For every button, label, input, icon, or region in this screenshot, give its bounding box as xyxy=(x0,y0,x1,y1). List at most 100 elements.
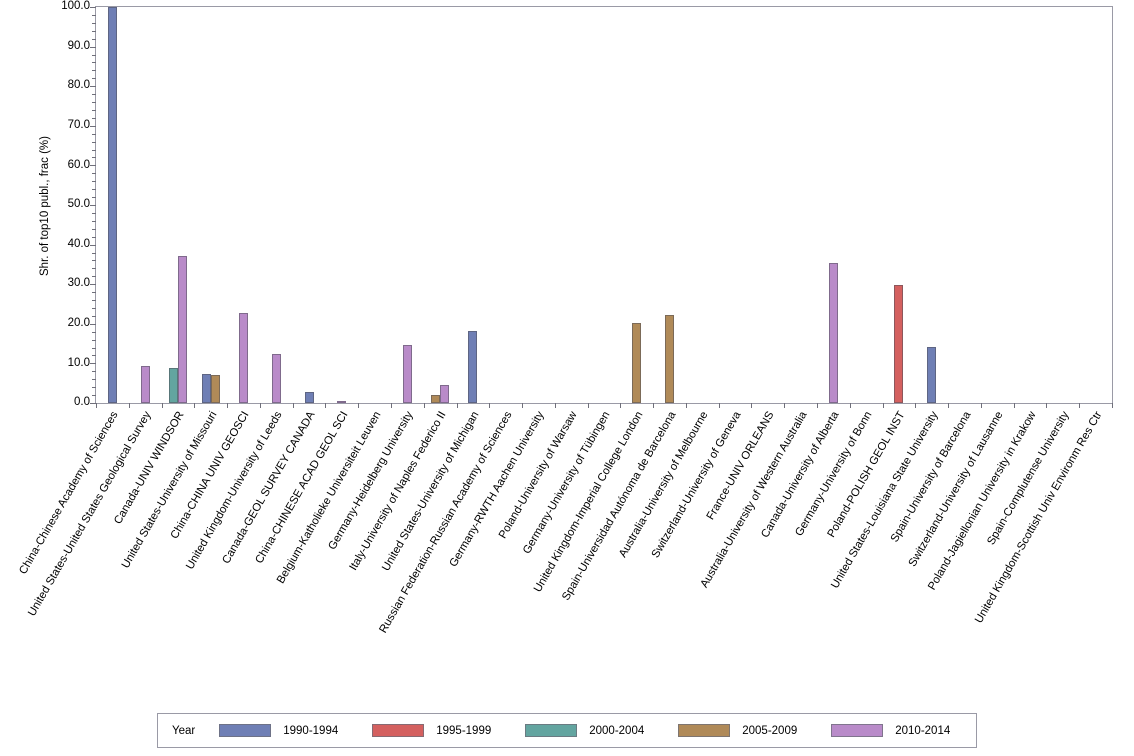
legend-item[interactable]: 2000-2004 xyxy=(525,724,644,737)
x-axis-tick xyxy=(293,403,294,408)
y-axis-minor-tick xyxy=(92,102,96,104)
bar xyxy=(238,312,248,403)
y-axis-minor-tick xyxy=(92,30,96,32)
legend-title: Year xyxy=(172,724,196,737)
x-axis-tick xyxy=(96,403,97,408)
y-axis-minor-tick xyxy=(92,300,96,302)
x-axis-tick xyxy=(260,403,261,408)
x-axis-tick-label: United Kingdom-Scottish Univ Environm Re… xyxy=(973,410,1105,626)
legend-swatch xyxy=(219,724,272,737)
x-axis-tick xyxy=(522,403,523,408)
bar xyxy=(337,401,347,403)
bar xyxy=(304,391,314,403)
y-axis-minor-tick xyxy=(92,260,96,262)
y-axis-minor-tick xyxy=(92,141,96,143)
bar xyxy=(894,285,904,403)
bar xyxy=(468,330,478,403)
y-axis-minor-tick xyxy=(92,14,96,16)
x-axis-tick xyxy=(424,403,425,408)
x-axis-tick xyxy=(227,403,228,408)
y-axis-tick-label: 70.0 xyxy=(67,119,90,132)
y-axis-tick-label: 60.0 xyxy=(67,158,90,171)
y-axis-tick-mark xyxy=(90,284,96,286)
legend-label: 1990-1994 xyxy=(283,724,339,737)
legend-swatch xyxy=(678,724,731,737)
chart-legend: Year 1990-1994 1995-1999 2000-2004 2005-200… xyxy=(157,713,977,748)
legend-swatch xyxy=(831,724,884,737)
y-axis-minor-tick xyxy=(92,339,96,341)
y-axis-minor-tick xyxy=(92,189,96,191)
y-axis-minor-tick xyxy=(92,268,96,270)
y-axis-tick-label: 50.0 xyxy=(67,198,90,211)
x-axis-tick xyxy=(653,403,654,408)
bar xyxy=(440,385,450,403)
y-axis-minor-tick xyxy=(92,70,96,72)
legend-items: 1990-1994 1995-1999 2000-2004 2005-2009 2010… xyxy=(219,724,984,737)
y-axis-minor-tick xyxy=(92,292,96,294)
bar xyxy=(665,314,675,403)
y-axis-minor-tick xyxy=(92,315,96,317)
x-axis-tick xyxy=(1014,403,1015,408)
y-axis-minor-tick xyxy=(92,22,96,24)
legend-item[interactable]: 2010-2014 xyxy=(831,724,950,737)
x-axis-tick xyxy=(129,403,130,408)
y-axis-tick-mark xyxy=(90,403,96,404)
legend-item[interactable]: 2005-2009 xyxy=(678,724,797,737)
legend-label: 2010-2014 xyxy=(895,724,951,737)
bar xyxy=(431,395,441,403)
y-axis-minor-tick xyxy=(92,355,96,357)
y-axis-tick-label: 100.0 xyxy=(61,0,90,13)
y-axis-tick-mark xyxy=(90,323,96,325)
y-axis-minor-tick xyxy=(92,347,96,349)
y-axis-tick-label: 80.0 xyxy=(67,79,90,92)
y-axis-tick-label: 10.0 xyxy=(67,356,90,369)
bar xyxy=(828,263,838,403)
y-axis-minor-tick xyxy=(92,109,96,111)
x-axis-tick xyxy=(1112,403,1113,408)
x-axis-tick xyxy=(751,403,752,408)
y-axis-tick-mark xyxy=(90,165,96,167)
y-axis-tick-mark xyxy=(90,205,96,206)
x-axis-tick xyxy=(489,403,490,408)
y-axis-tick-label: 20.0 xyxy=(67,317,90,330)
y-axis-tick-mark xyxy=(90,363,96,365)
x-axis-tick xyxy=(915,403,916,408)
x-axis-tick xyxy=(391,403,392,408)
y-axis-minor-tick xyxy=(92,133,96,135)
y-axis-minor-tick xyxy=(92,387,96,389)
y-axis-minor-tick xyxy=(92,236,96,238)
bar xyxy=(201,374,211,403)
y-axis-tick-mark xyxy=(90,244,96,246)
y-axis-tick-mark xyxy=(90,46,96,48)
x-axis-tick xyxy=(588,403,589,408)
bar xyxy=(168,367,178,403)
x-axis-tick xyxy=(817,403,818,408)
y-axis-minor-tick xyxy=(92,331,96,333)
y-axis-minor-tick xyxy=(92,228,96,230)
y-axis-minor-tick xyxy=(92,212,96,214)
y-axis-minor-tick xyxy=(92,395,96,397)
y-axis-tick-label: 0.0 xyxy=(74,396,90,409)
x-axis-tick xyxy=(981,403,982,408)
bar xyxy=(927,347,937,403)
y-axis-tick-label: 30.0 xyxy=(67,277,90,290)
y-axis-minor-tick xyxy=(92,149,96,151)
x-axis-tick xyxy=(358,403,359,408)
y-axis-minor-tick xyxy=(92,379,96,381)
x-axis-tick xyxy=(194,403,195,408)
bar xyxy=(107,7,117,403)
legend-item[interactable]: 1990-1994 xyxy=(219,724,338,737)
bar xyxy=(210,375,220,403)
plot-area: 0.0 10.0 20.0 30.0 40.0 50.0 60.0 70.0 80.0 90.0 1… xyxy=(61,1,1113,408)
y-axis-minor-tick xyxy=(92,252,96,254)
legend-item[interactable]: 1995-1999 xyxy=(372,724,491,737)
x-axis-tick xyxy=(325,403,326,408)
y-axis-tick-mark xyxy=(90,125,96,127)
x-axis-tick xyxy=(719,403,720,408)
y-axis-minor-tick xyxy=(92,371,96,373)
x-axis-tick xyxy=(1079,403,1080,408)
x-axis-tick xyxy=(686,403,687,408)
y-axis-minor-tick xyxy=(92,38,96,40)
y-axis-minor-tick xyxy=(92,94,96,96)
